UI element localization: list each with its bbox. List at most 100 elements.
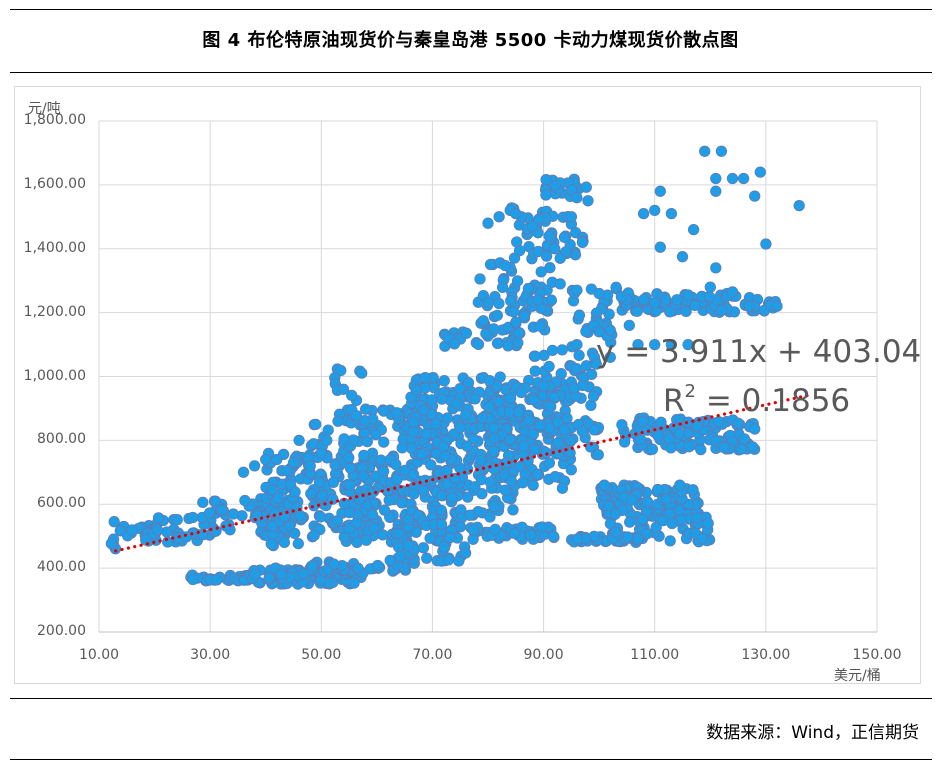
data-point xyxy=(269,507,281,519)
data-point xyxy=(549,179,561,192)
data-point xyxy=(126,524,138,536)
data-point xyxy=(441,478,453,490)
data-point xyxy=(366,509,379,521)
r2-prefix: R xyxy=(663,383,685,419)
data-point xyxy=(438,375,450,387)
data-point xyxy=(275,568,288,580)
data-point xyxy=(377,529,389,541)
data-point xyxy=(610,281,622,293)
data-point xyxy=(391,407,403,419)
data-point xyxy=(568,382,580,395)
data-point xyxy=(442,554,455,566)
data-point xyxy=(654,241,666,253)
data-point xyxy=(499,259,511,272)
data-point xyxy=(649,338,661,351)
data-point xyxy=(421,552,433,564)
data-point xyxy=(652,483,664,496)
data-point xyxy=(474,273,486,285)
data-point xyxy=(517,477,529,489)
data-point xyxy=(271,453,283,466)
data-point xyxy=(716,304,728,316)
data-point xyxy=(593,326,605,338)
data-point xyxy=(469,393,481,405)
data-point xyxy=(237,466,250,478)
data-point xyxy=(732,417,744,429)
data-point xyxy=(477,315,489,327)
data-point xyxy=(425,408,438,420)
data-point xyxy=(484,374,496,387)
data-point xyxy=(335,364,347,377)
data-point xyxy=(654,185,666,197)
data-point xyxy=(561,412,573,424)
data-point xyxy=(604,351,616,363)
data-point xyxy=(689,299,701,312)
data-point xyxy=(441,412,454,424)
data-point xyxy=(507,306,520,318)
data-point xyxy=(702,517,714,530)
data-point xyxy=(584,441,597,453)
data-point xyxy=(660,493,673,505)
data-point xyxy=(306,560,319,572)
data-point xyxy=(632,533,644,545)
x-axis-label: 美元/桶 xyxy=(834,668,881,684)
data-point xyxy=(360,534,372,546)
data-point xyxy=(534,320,546,332)
data-point xyxy=(535,266,547,278)
y-tick-label: 200.00 xyxy=(37,623,86,639)
data-point xyxy=(637,294,650,306)
y-tick-label: 1,200.00 xyxy=(23,303,86,320)
data-point xyxy=(540,173,552,186)
data-point xyxy=(637,207,650,220)
data-point xyxy=(571,338,583,351)
y-tick-label: 1,800.00 xyxy=(23,112,86,128)
data-point xyxy=(446,492,458,504)
data-point xyxy=(343,506,356,519)
data-point xyxy=(604,324,616,336)
data-point xyxy=(558,424,570,436)
data-point xyxy=(344,462,357,474)
data-point xyxy=(435,489,448,502)
y-tick-label: 600.00 xyxy=(37,495,86,512)
data-point xyxy=(266,520,278,532)
data-point xyxy=(592,449,604,461)
data-point xyxy=(408,488,420,500)
data-point xyxy=(673,504,685,516)
data-point xyxy=(623,319,635,332)
data-point xyxy=(682,338,694,351)
data-point xyxy=(263,572,275,584)
y-tick-label: 400.00 xyxy=(37,559,86,576)
data-point xyxy=(565,211,578,223)
data-point xyxy=(691,511,703,524)
data-point xyxy=(590,358,602,370)
data-point xyxy=(408,416,420,428)
data-point xyxy=(543,457,556,469)
data-point xyxy=(505,475,517,487)
data-point xyxy=(565,435,577,447)
data-point xyxy=(426,394,438,406)
data-point xyxy=(718,441,731,454)
data-point xyxy=(515,386,527,399)
data-point xyxy=(580,181,592,193)
data-point xyxy=(287,457,300,469)
data-point xyxy=(493,211,505,223)
data-point xyxy=(248,460,261,472)
y-axis-label: 元/吨 xyxy=(28,101,61,117)
data-point xyxy=(546,344,559,357)
data-point xyxy=(585,368,598,381)
data-point xyxy=(548,391,561,403)
data-point xyxy=(527,393,540,406)
data-point xyxy=(482,296,495,309)
trendline xyxy=(114,393,812,553)
data-point xyxy=(543,230,555,242)
data-point xyxy=(552,437,564,449)
data-point xyxy=(715,145,728,157)
data-point xyxy=(598,479,610,491)
data-point xyxy=(266,484,278,496)
data-point xyxy=(637,513,649,526)
data-point xyxy=(505,295,517,307)
data-point xyxy=(467,524,480,536)
data-point xyxy=(402,514,415,526)
data-point xyxy=(531,468,544,480)
data-point xyxy=(573,309,586,321)
data-point xyxy=(663,433,676,445)
